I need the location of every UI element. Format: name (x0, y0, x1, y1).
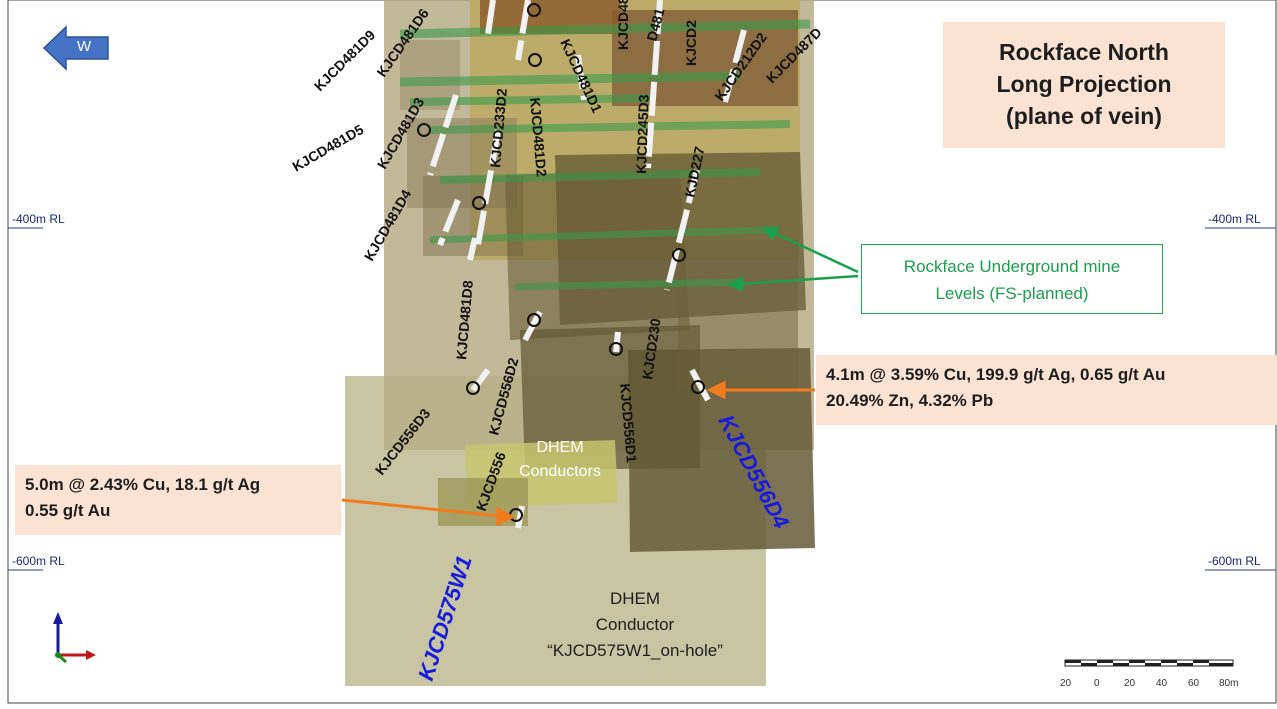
drill-trace (613, 331, 621, 353)
hole-label-kjcd481d9: KJCD481D9 (311, 27, 379, 95)
intercept-marker (691, 380, 705, 394)
intercept-marker (528, 53, 542, 67)
drill-trace (467, 237, 478, 261)
drill-trace (664, 169, 700, 291)
scale-label-40: 40 (1156, 678, 1168, 689)
scale-label-20: 20 (1124, 678, 1136, 689)
intercept-markers (417, 3, 705, 522)
section-block (678, 240, 798, 390)
rl-400-right: -400m RL (1208, 212, 1261, 226)
arrow-head (706, 380, 726, 400)
section-block (505, 170, 690, 340)
levels-arrow (771, 230, 859, 274)
rl-600-left: -600m RL (12, 554, 65, 568)
intercept-callout-kjcd575w1: 5.0m @ 2.43% Cu, 18.1 g/t Ag 0.55 g/t Au (15, 465, 341, 535)
intercept-left-line-1: 5.0m @ 2.43% Cu, 18.1 g/t Ag (25, 475, 261, 494)
hole-label-kjcd481d5: KJCD481D5 (290, 121, 367, 175)
scale-bar (1064, 659, 1234, 667)
intercept-marker (417, 123, 431, 137)
scale-label-20-neg: 20 (1060, 678, 1072, 689)
drill-traces (427, 0, 747, 529)
drill-trace (515, 505, 525, 529)
intercept-left-line-2: 0.55 g/t Au (25, 501, 111, 520)
dhem-conductors-line-2: Conductors (519, 463, 601, 480)
intercept-arrow (341, 498, 501, 518)
scale-label-60: 60 (1188, 678, 1200, 689)
mine-levels (399, 19, 811, 291)
dhem-575-line-3: “KJCD575W1_on-hole” (547, 641, 723, 660)
hole-label-kjcd481d8: KJCD481D8 (453, 280, 476, 361)
intercept-marker (527, 3, 541, 17)
intercept-arrows (341, 380, 815, 527)
section-block (520, 325, 700, 470)
intercept-callout-kjcd556d4: 4.1m @ 3.59% Cu, 199.9 g/t Ag, 0.65 g/t … (816, 355, 1277, 425)
west-arrow-icon (42, 25, 109, 71)
mine-level (429, 226, 771, 244)
mine-level (439, 168, 761, 184)
frame-border (7, 0, 1277, 704)
levels-line-1: Rockface Underground mine (903, 257, 1121, 276)
dhem-575-line-1: DHEM (609, 589, 661, 608)
intercept-marker (472, 196, 486, 210)
arrow-head (496, 506, 516, 527)
drill-trace (689, 368, 713, 406)
intercept-marker (527, 313, 541, 327)
rl-600-right: -600m RL (1208, 554, 1261, 568)
mine-level (429, 120, 791, 134)
dhem-conductors-line-1: DHEM (536, 439, 584, 456)
title-line-2: Long Projection (996, 71, 1172, 97)
title-line-3: (plane of vein) (1006, 103, 1162, 129)
title-callout: Rockface North Long Projection (plane of… (943, 22, 1225, 148)
hole-label-kjcd2: KJCD2 (683, 20, 699, 66)
levels-callout-arrows (727, 226, 859, 292)
title-line-1: Rockface North (999, 39, 1169, 65)
hole-label-kjcd556d1: KJCD556D1 (617, 383, 640, 464)
west-label: W (77, 38, 92, 55)
drill-trace (645, 0, 663, 169)
arrow-head (761, 226, 781, 241)
hole-label-kjcd245d3: KJCD245D3 (633, 94, 652, 174)
hole-label-kjcd233d2: KJCD233D2 (487, 88, 510, 169)
hole-label-kjcd481d2: KJCD481D2 (527, 97, 550, 178)
intercept-marker (466, 381, 480, 395)
axis-triad-icon (53, 612, 96, 664)
drill-trace (437, 198, 461, 247)
levels-line-2: Levels (FS-planned) (935, 284, 1089, 303)
scale-label-0: 0 (1094, 678, 1100, 689)
drill-trace (515, 0, 531, 61)
dhem-conductor-575-label: DHEM Conductor “KJCD575W1_on-hole” (520, 586, 750, 664)
drill-trace (575, 54, 587, 101)
drill-trace (475, 129, 501, 246)
dhem-575-line-2: Conductor (595, 615, 675, 634)
intercept-right-line-2: 20.49% Zn, 4.32% Pb (826, 391, 994, 410)
mine-level (399, 19, 811, 39)
intercept-marker (672, 248, 686, 262)
dhem-conductors-label: DHEM Conductors (500, 436, 620, 484)
hole-label-kjcd481: KJCD481 (615, 0, 631, 50)
drill-trace (722, 29, 747, 103)
drill-trace (427, 94, 459, 176)
scale-label-80m: 80m (1219, 678, 1239, 689)
intercept-marker (609, 342, 623, 356)
rl-lines (8, 227, 1276, 571)
levels-arrow (739, 274, 859, 286)
mine-level (399, 71, 741, 87)
drill-trace (470, 368, 491, 392)
mine-level (409, 94, 651, 106)
levels-callout: Rockface Underground mine Levels (FS-pla… (861, 244, 1163, 314)
rl-400-left: -400m RL (12, 212, 65, 226)
intercept-right-line-1: 4.1m @ 3.59% Cu, 199.9 g/t Ag, 0.65 g/t … (826, 365, 1166, 384)
mine-level (514, 278, 741, 291)
drill-trace (485, 0, 496, 35)
arrow-head (727, 275, 744, 292)
